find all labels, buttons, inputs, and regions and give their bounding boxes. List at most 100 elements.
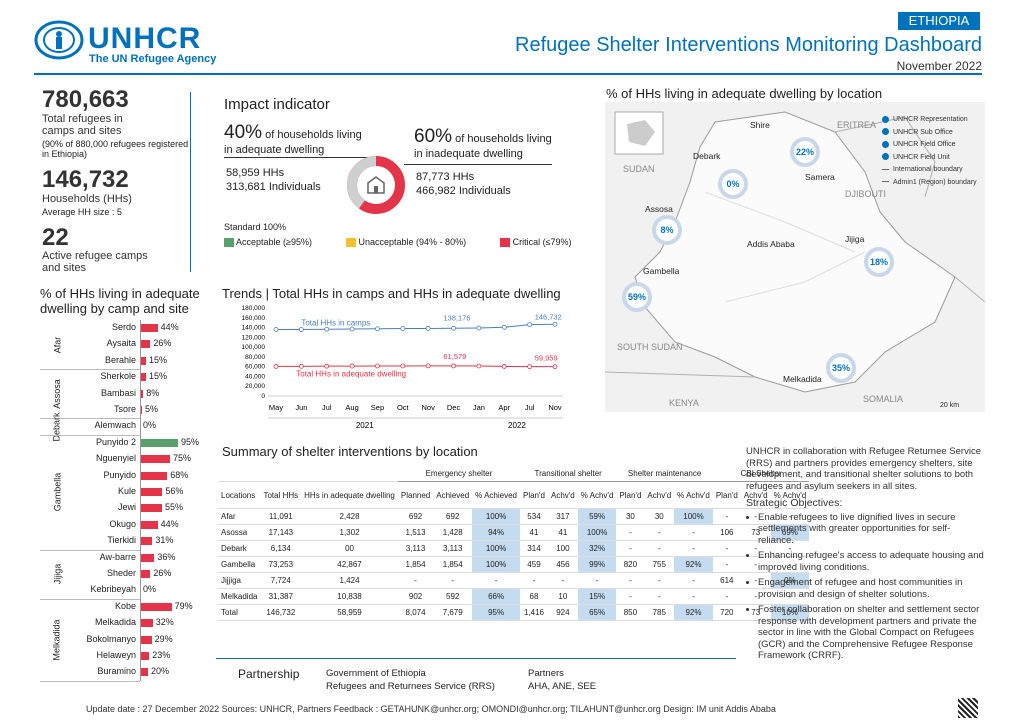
total-hhs-point	[349, 326, 355, 332]
camp-bar	[140, 570, 151, 578]
objective-item: Engagement of refugee and host communiti…	[758, 577, 984, 600]
camp-value: 0%	[143, 584, 157, 595]
legend-acceptable: Acceptable (≥95%)	[224, 237, 312, 248]
refugees-note: (90% of 880,000 refugees registered in E…	[42, 139, 189, 159]
refugees-label: Total refugees in camps and sites	[42, 113, 123, 137]
camp-value: 79%	[174, 600, 193, 611]
inadequate-figures: 87,773 HHs 466,982 Individuals	[416, 170, 511, 198]
camp-value: 56%	[165, 486, 184, 496]
table-row: Gambella 73,253 42,867 1,854 1,854 100% 459 456…	[218, 556, 810, 573]
total-hhs-point	[298, 327, 304, 332]
camp-value: 55%	[165, 502, 184, 513]
adequate-hhs-point	[375, 363, 380, 369]
map-place-label: DJIBOUTI	[845, 189, 886, 199]
objectives-intro: UNHCR in collaboration with Refugee Retu…	[746, 446, 981, 492]
camp-name: Alemwach	[94, 420, 136, 431]
total-hhs-line	[276, 323, 556, 331]
map-legend-item: UNHCR Representation	[882, 114, 977, 127]
map-location-donut	[790, 137, 820, 167]
camp-bar	[140, 504, 162, 513]
camp-bar	[140, 455, 170, 464]
adequate-hhs-point	[425, 363, 431, 369]
camp-name: Aysaita	[106, 338, 136, 349]
camp-name: Okugo	[109, 518, 136, 529]
camp-value: 8%	[146, 387, 160, 398]
refugees-count: 780,663	[42, 86, 129, 113]
camp-value: 36%	[157, 551, 176, 562]
table-row: Afar 11,091 2,428 692 692 100% 534 317 59% 30 30 10…	[218, 508, 810, 525]
camp-bar	[140, 389, 144, 398]
camp-value: 31%	[155, 535, 174, 546]
adequate-hhs-point	[349, 363, 355, 369]
camp-bar	[140, 406, 142, 414]
adequate-figures: 58,959 HHs 313,681 Individuals	[226, 166, 321, 194]
total-series-label: Total HHs in camps	[301, 319, 370, 328]
objective-item: Enable refugees to live dignified lives …	[758, 512, 984, 547]
x-tick-label: Oct	[397, 403, 410, 412]
camp-group-divider	[40, 680, 140, 682]
camps-label: Active refugee camps and sites	[42, 250, 148, 274]
footer: Update date : 27 December 2022 Sources: …	[86, 704, 776, 714]
map-legend-item: UNHCR Field Office	[882, 139, 977, 152]
map-place-label: Debark	[693, 151, 721, 161]
camp-bar	[140, 602, 172, 611]
inadequate-text: of households living	[455, 133, 552, 145]
table-row: Asossa 17,143 1,302 1,513 1,428 94% 41 41 100% - -…	[218, 524, 810, 541]
hh-size: Average HH size : 5	[42, 207, 122, 217]
adequate-hhs-point	[527, 364, 533, 370]
partners-block: Partners AHA, ANE, SEE	[528, 667, 596, 693]
map-location-pct: 8%	[660, 225, 673, 235]
table-row: Jijjiga 7,724 1,424- - - - - - - - -614-0%	[218, 572, 810, 589]
government-block: Government of Ethiopia Refugees and Retu…	[326, 667, 495, 693]
camp-name: Melkadida	[94, 617, 136, 628]
table-row: Melkadida 31,387 10,838 902 592 66% 68 10 15% - - -…	[218, 588, 810, 605]
y-tick-label: 120,000	[242, 334, 266, 341]
camp-name: Punyido	[103, 469, 136, 480]
map-title: % of HHs living in adequate dwelling by …	[606, 86, 883, 101]
camp-name: Punyido 2	[95, 436, 136, 447]
y-tick-label: 60,000	[245, 364, 265, 371]
map-place-label: Assosa	[645, 204, 673, 214]
x-tick-label: Jul	[525, 403, 535, 412]
legend-critical: Critical (≤79%)	[500, 237, 572, 248]
impact-legend: Acceptable (≥95%) Unacceptable (94% - 80…	[224, 237, 572, 248]
trends-title: Trends | Total HHs in camps and HHs in a…	[222, 286, 561, 301]
brand-subtitle: The UN Refugee Agency	[89, 53, 217, 65]
map-place-label: Addis Ababa	[747, 239, 795, 249]
map-legend: UNHCR Representation UNHCR Sub Office UNHC…	[882, 114, 977, 189]
map-location-donut	[826, 353, 856, 383]
camp-group-divider	[40, 418, 140, 420]
partners-sub: AHA, ANE, SEE	[528, 681, 597, 692]
camp-name: Kule	[117, 486, 136, 496]
camp-value: 15%	[149, 371, 168, 382]
camp-value: 95%	[181, 436, 200, 447]
objective-item: Foster collaboration on shelter and sett…	[758, 604, 984, 662]
total-hhs-point	[501, 324, 507, 330]
camp-bar	[140, 520, 158, 529]
map-place-label: KENYA	[669, 398, 699, 408]
camp-name: Aw-barre	[99, 551, 136, 562]
total-hhs-point	[400, 326, 406, 331]
map-place-label: Samera	[805, 172, 835, 182]
camp-name: Helaweyn	[96, 650, 136, 660]
camp-name: Sherkole	[100, 371, 136, 382]
map-location-pct: 59%	[628, 292, 646, 302]
partnership-label: Partnership	[238, 667, 300, 681]
total-hhs-point	[273, 327, 279, 332]
camp-name: Kobe	[114, 600, 136, 611]
camp-value: 44%	[160, 322, 179, 332]
impact-donut	[347, 156, 405, 214]
camp-axis	[140, 320, 141, 681]
map-location-donut	[652, 215, 682, 245]
total-hhs-point	[375, 326, 380, 332]
x-tick-label: Aug	[345, 403, 358, 412]
y-tick-label: 80,000	[245, 354, 265, 361]
total-start-label: 138,176	[443, 313, 470, 322]
year-label: 2021	[356, 421, 374, 430]
camp-name: Jewi	[117, 502, 136, 513]
x-tick-label: Jul	[322, 403, 332, 412]
households-count: 146,732	[42, 166, 129, 193]
adequate-hhs-point	[476, 363, 482, 369]
map-place-label: SOMALIA	[863, 394, 903, 404]
camp-name: Tierkidi	[107, 535, 136, 546]
